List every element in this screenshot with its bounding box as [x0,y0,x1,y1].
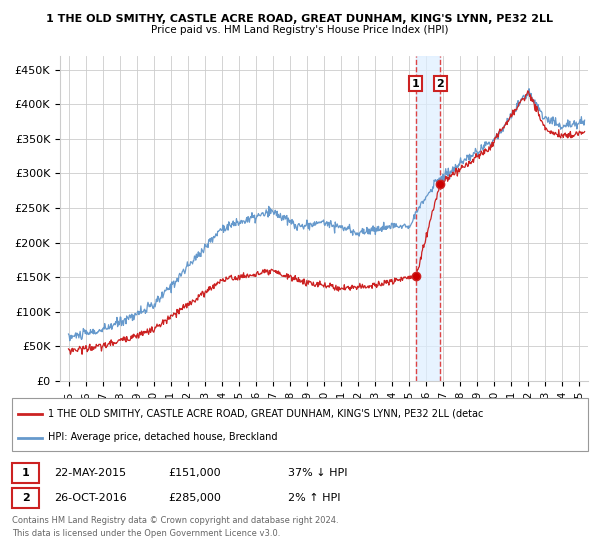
Text: 1: 1 [412,78,419,88]
Text: 26-OCT-2016: 26-OCT-2016 [54,493,127,503]
Text: 37% ↓ HPI: 37% ↓ HPI [288,468,347,478]
Text: £151,000: £151,000 [168,468,221,478]
Text: Contains HM Land Registry data © Crown copyright and database right 2024.: Contains HM Land Registry data © Crown c… [12,516,338,525]
Text: This data is licensed under the Open Government Licence v3.0.: This data is licensed under the Open Gov… [12,529,280,538]
Text: 1 THE OLD SMITHY, CASTLE ACRE ROAD, GREAT DUNHAM, KING'S LYNN, PE32 2LL: 1 THE OLD SMITHY, CASTLE ACRE ROAD, GREA… [47,14,554,24]
Text: 2% ↑ HPI: 2% ↑ HPI [288,493,341,503]
Text: 2: 2 [436,78,444,88]
Text: 2: 2 [22,493,29,503]
Text: 1: 1 [22,468,29,478]
Text: £285,000: £285,000 [168,493,221,503]
Text: Price paid vs. HM Land Registry's House Price Index (HPI): Price paid vs. HM Land Registry's House … [151,25,449,35]
Text: HPI: Average price, detached house, Breckland: HPI: Average price, detached house, Brec… [48,432,277,442]
Text: 22-MAY-2015: 22-MAY-2015 [54,468,126,478]
Text: 1 THE OLD SMITHY, CASTLE ACRE ROAD, GREAT DUNHAM, KING'S LYNN, PE32 2LL (detac: 1 THE OLD SMITHY, CASTLE ACRE ROAD, GREA… [48,409,484,418]
Bar [416,56,440,381]
